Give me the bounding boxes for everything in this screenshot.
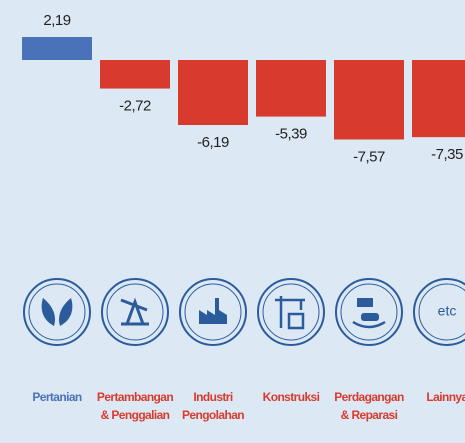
icon-ring [101, 278, 169, 346]
category-icon [179, 278, 247, 346]
icon-hand [352, 320, 386, 329]
icon-ring [179, 278, 247, 346]
bar [22, 37, 92, 60]
category-icon [101, 278, 169, 346]
bar [256, 60, 326, 117]
category-label: Konstruksi [263, 390, 320, 404]
category-label: Perdagangan & Reparasi [334, 390, 404, 422]
bar [100, 60, 170, 89]
icon-ring [413, 278, 465, 346]
category-line: Industri [193, 390, 232, 404]
category-line: & Penggalian [101, 408, 170, 422]
category-label: Lainnya [426, 390, 465, 404]
category-icon [335, 278, 403, 346]
icon-ring [335, 278, 403, 346]
category-icon [23, 278, 91, 346]
value-label: -2,72 [119, 98, 151, 115]
icon-ring [257, 278, 325, 346]
category-line: Lainnya [426, 390, 465, 404]
bar [412, 60, 465, 138]
icon-crane [275, 296, 305, 330]
value-label: -5,39 [275, 126, 307, 143]
value-label: -7,35 [431, 146, 463, 163]
icon-factory [199, 298, 227, 324]
bar [178, 60, 248, 125]
category-line: & Reparasi [341, 408, 398, 422]
category-label: Industri Pengolahan [182, 390, 244, 422]
icon-ring-inner [418, 283, 465, 341]
icon-ring [23, 278, 91, 346]
category-line: Konstruksi [263, 390, 320, 404]
value-label: 2,19 [43, 12, 70, 29]
category-icon [257, 278, 325, 346]
icon-text: etc [438, 303, 457, 319]
icon-ring-inner [262, 283, 320, 341]
icon-leaf [41, 298, 55, 326]
category-line: Pertanian [32, 390, 82, 404]
category-line: Pertambangan [97, 390, 173, 404]
icon-leaf [59, 298, 73, 326]
icon-ring-inner [184, 283, 242, 341]
icon-ring-inner [340, 283, 398, 341]
category-icon: etc [413, 278, 465, 346]
icon-ring-inner [106, 283, 164, 341]
icon-pump [120, 297, 149, 326]
value-label: -6,19 [197, 134, 229, 151]
category-line: Perdagangan [334, 390, 404, 404]
icon-truck [357, 298, 373, 307]
category-label: Pertanian [32, 390, 82, 404]
icon-car [361, 313, 379, 321]
category-line: Pengolahan [182, 408, 244, 422]
category-label: Pertambangan & Penggalian [97, 390, 173, 422]
icon-ring-inner [28, 283, 86, 341]
bar [334, 60, 404, 140]
value-label: -7,57 [353, 148, 385, 165]
